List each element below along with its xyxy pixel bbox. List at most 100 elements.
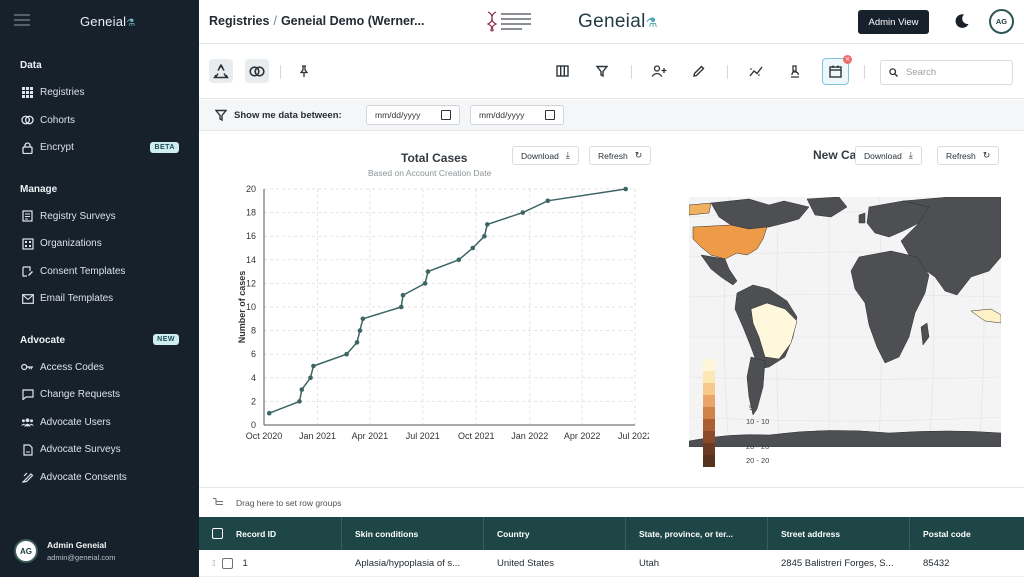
y-tick-label: 10 [246,302,256,312]
start-date-input[interactable]: mm/dd/yyyy [366,105,460,125]
admin-view-button[interactable]: Admin View [858,10,929,34]
south-america-south[interactable] [746,356,766,416]
refresh-label: Refresh [598,150,628,161]
uk-region[interactable] [858,212,866,224]
download-icon: ⤓ [565,150,570,160]
data-point [545,198,551,204]
y-axis-label: Number of cases [237,271,247,344]
download-icon: ⤓ [908,150,913,160]
chat-icon [21,388,34,401]
download-label: Download [521,150,559,161]
sidebar-section-advocate: Advocate NEW [0,333,199,346]
column-header-skin-conditions[interactable]: Skin conditions [342,517,484,550]
breadcrumb-root[interactable]: Registries [209,14,270,28]
sidebar-user[interactable]: AG Admin Geneial admin@geneial.com [14,539,115,563]
sidebar-item-label: Email Templates [40,293,114,305]
map-download-button[interactable]: Download ⤓ [855,146,922,165]
columns-icon[interactable] [550,59,574,83]
y-tick-label: 18 [246,208,256,218]
row-group-bar[interactable]: Drag here to set row groups [199,487,1024,517]
end-date-placeholder: mm/dd/yyyy [479,110,525,120]
indonesia-region[interactable] [970,308,1001,324]
calendar-icon[interactable] [441,110,451,120]
sidebar-item-label: Advocate Consents [40,471,127,483]
y-tick-label: 12 [246,278,256,288]
sidebar-item-label: Advocate Users [40,416,111,428]
africa-region[interactable] [850,250,930,364]
top-header: Registries / Geneial Demo (Werner... Genei… [199,0,1024,44]
usa-region[interactable] [692,224,768,260]
alaska-region[interactable] [689,202,712,216]
toolbar-divider [864,65,865,79]
select-all-checkbox[interactable] [212,528,223,539]
table-row[interactable]: ⁞⁞ 1 Aplasia/hypoplasia of s... United S… [199,550,1024,577]
cohort-compare-icon[interactable] [245,59,269,83]
data-point [266,410,272,416]
analytics-icon[interactable] [744,59,768,83]
column-header-street-address[interactable]: Street address [768,517,910,550]
column-header-state[interactable]: State, province, or ter... [626,517,768,550]
add-user-icon[interactable] [647,59,671,83]
column-header-record-id[interactable]: Record ID [199,517,342,550]
toolbar: ✕ [199,45,1024,99]
calendar-icon[interactable]: ✕ [822,55,852,85]
recycle-icon[interactable] [209,59,233,83]
sidebar-item-registries[interactable]: Registries [0,79,199,107]
map-refresh-button[interactable]: Refresh ↻ [937,146,1000,165]
brazil-region[interactable] [750,302,798,360]
drag-handle-icon[interactable]: ⁞⁞ [212,559,216,568]
calendar-icon[interactable] [545,110,555,120]
y-tick-label: 8 [251,326,256,336]
filter-icon[interactable] [590,59,614,83]
madagascar-region[interactable] [920,322,930,346]
data-point [311,363,316,369]
mail-icon [21,292,34,305]
consent-icon [21,265,34,278]
users-icon [21,416,34,429]
antarctica-region[interactable] [689,430,1001,447]
moon-icon[interactable] [954,13,970,29]
y-tick-label: 6 [251,349,256,359]
column-header-country[interactable]: Country [484,517,626,550]
legend-label: 20 - 20 [746,456,769,465]
cell-country: United States [497,558,555,569]
y-tick-label: 4 [251,373,256,383]
header-avatar[interactable]: AG [989,9,1014,34]
download-button[interactable]: Download ⤓ [512,146,579,165]
y-tick-label: 0 [251,420,256,430]
sidebar-logo[interactable]: Geneial⚗ [80,14,136,29]
data-point [470,245,476,251]
canada-region[interactable] [710,198,810,230]
sidebar-item-advocate-consents[interactable]: Advocate Consents [0,464,199,492]
y-tick-label: 16 [246,231,256,241]
row-checkbox[interactable] [222,558,234,569]
end-date-input[interactable]: mm/dd/yyyy [470,105,564,125]
x-tick-label: Jan 2022 [511,431,548,441]
sidebar-item-advocate-surveys[interactable]: Advocate Surveys [0,436,199,464]
sidebar: Geneial⚗ Data Registries Cohorts Encrypt… [0,0,199,577]
cell-postal-code: 85432 [923,558,950,569]
microscope-icon[interactable] [783,59,807,83]
sidebar-item-consent-templates[interactable]: Consent Templates [0,258,199,286]
registry-logo [486,10,532,32]
sidebar-item-change-requests[interactable]: Change Requests [0,381,199,409]
sidebar-item-encrypt[interactable]: Encrypt BETA [0,134,199,162]
file-icon [21,443,34,456]
sidebar-item-email-templates[interactable]: Email Templates [0,285,199,313]
sidebar-item-registry-surveys[interactable]: Registry Surveys [0,203,199,231]
pencil-icon[interactable] [687,59,711,83]
new-badge: NEW [153,333,179,345]
greenland-region[interactable] [806,197,848,218]
clear-date-filter-icon[interactable]: ✕ [843,55,852,64]
column-header-postal-code[interactable]: Postal code [923,528,971,539]
sidebar-item-cohorts[interactable]: Cohorts [0,107,199,135]
refresh-button[interactable]: Refresh ↻ [589,146,652,165]
sidebar-item-label: Cohorts [40,114,76,126]
pin-icon[interactable] [292,59,316,83]
menu-icon[interactable] [14,14,30,28]
sidebar-item-advocate-users[interactable]: Advocate Users [0,409,199,437]
search-input[interactable] [906,67,1006,78]
sidebar-item-access-codes[interactable]: Access Codes [0,354,199,382]
mexico-region[interactable] [700,254,738,286]
sidebar-item-organizations[interactable]: Organizations [0,230,199,258]
